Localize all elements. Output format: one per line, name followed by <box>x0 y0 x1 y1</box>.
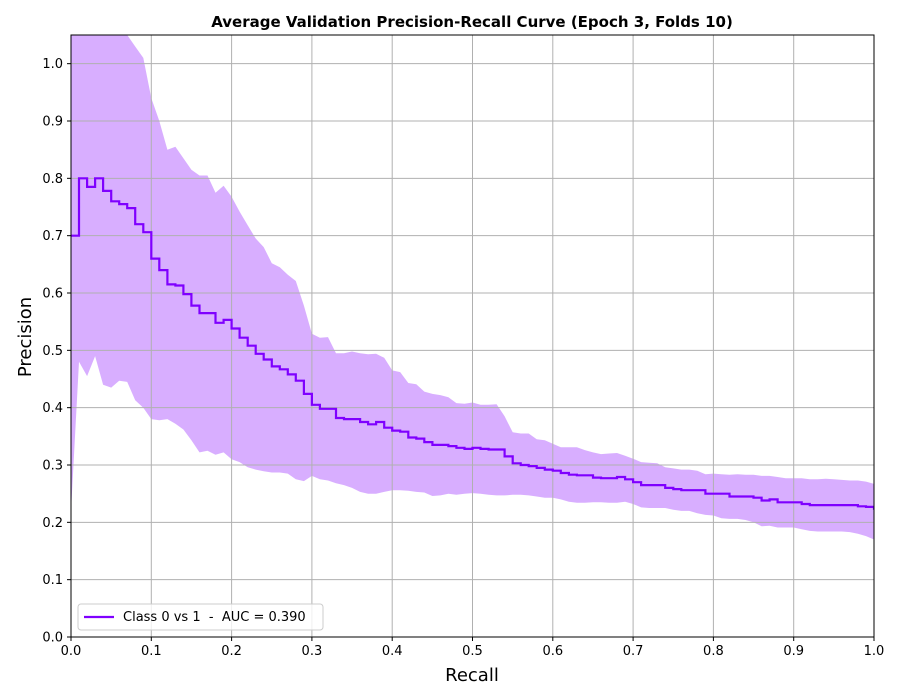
y-tick-label: 0.0 <box>42 631 63 646</box>
legend-box <box>77 603 324 631</box>
x-tick-label: 0.2 <box>221 644 242 659</box>
confidence-band <box>71 35 874 540</box>
y-tick-label: 0.2 <box>42 516 63 531</box>
x-tick-label: 0.8 <box>703 644 724 659</box>
pr-step-line <box>71 177 874 510</box>
y-tick-label: 0.8 <box>42 172 63 187</box>
legend-entry-label: Class 0 vs 1 - AUC = 0.390 <box>123 610 306 625</box>
x-tick-label: 0.4 <box>382 644 403 659</box>
y-tick-label: 0.1 <box>42 573 63 588</box>
y-tick-label: 0.3 <box>42 459 63 474</box>
x-tick-label: 0.5 <box>462 644 483 659</box>
y-tick-label: 0.6 <box>42 287 63 302</box>
y-tick-label: 1.0 <box>42 57 63 72</box>
x-tick-label: 0.0 <box>61 644 82 659</box>
x-tick-label: 0.1 <box>141 644 162 659</box>
y-axis-label: Precision <box>15 297 36 377</box>
x-tick-label: 0.7 <box>623 644 644 659</box>
x-tick-label: 0.9 <box>783 644 804 659</box>
x-tick-label: 0.3 <box>302 644 323 659</box>
legend: Class 0 vs 1 - AUC = 0.390 <box>77 603 324 631</box>
x-axis-label: Recall <box>445 665 499 686</box>
x-tick-label: 1.0 <box>864 644 885 659</box>
y-tick-label: 0.9 <box>42 115 63 130</box>
y-tick-label: 0.7 <box>42 229 63 244</box>
y-tick-label: 0.5 <box>42 344 63 359</box>
x-tick-label: 0.6 <box>542 644 563 659</box>
chart-title: Average Validation Precision-Recall Curv… <box>211 13 733 31</box>
y-tick-label: 0.4 <box>42 401 63 416</box>
plot-area: 0.0 0.1 0.2 0.3 0.4 0.5 0.6 0.7 0.8 0.9 1.0 0.0 0.1 0… <box>42 34 885 659</box>
